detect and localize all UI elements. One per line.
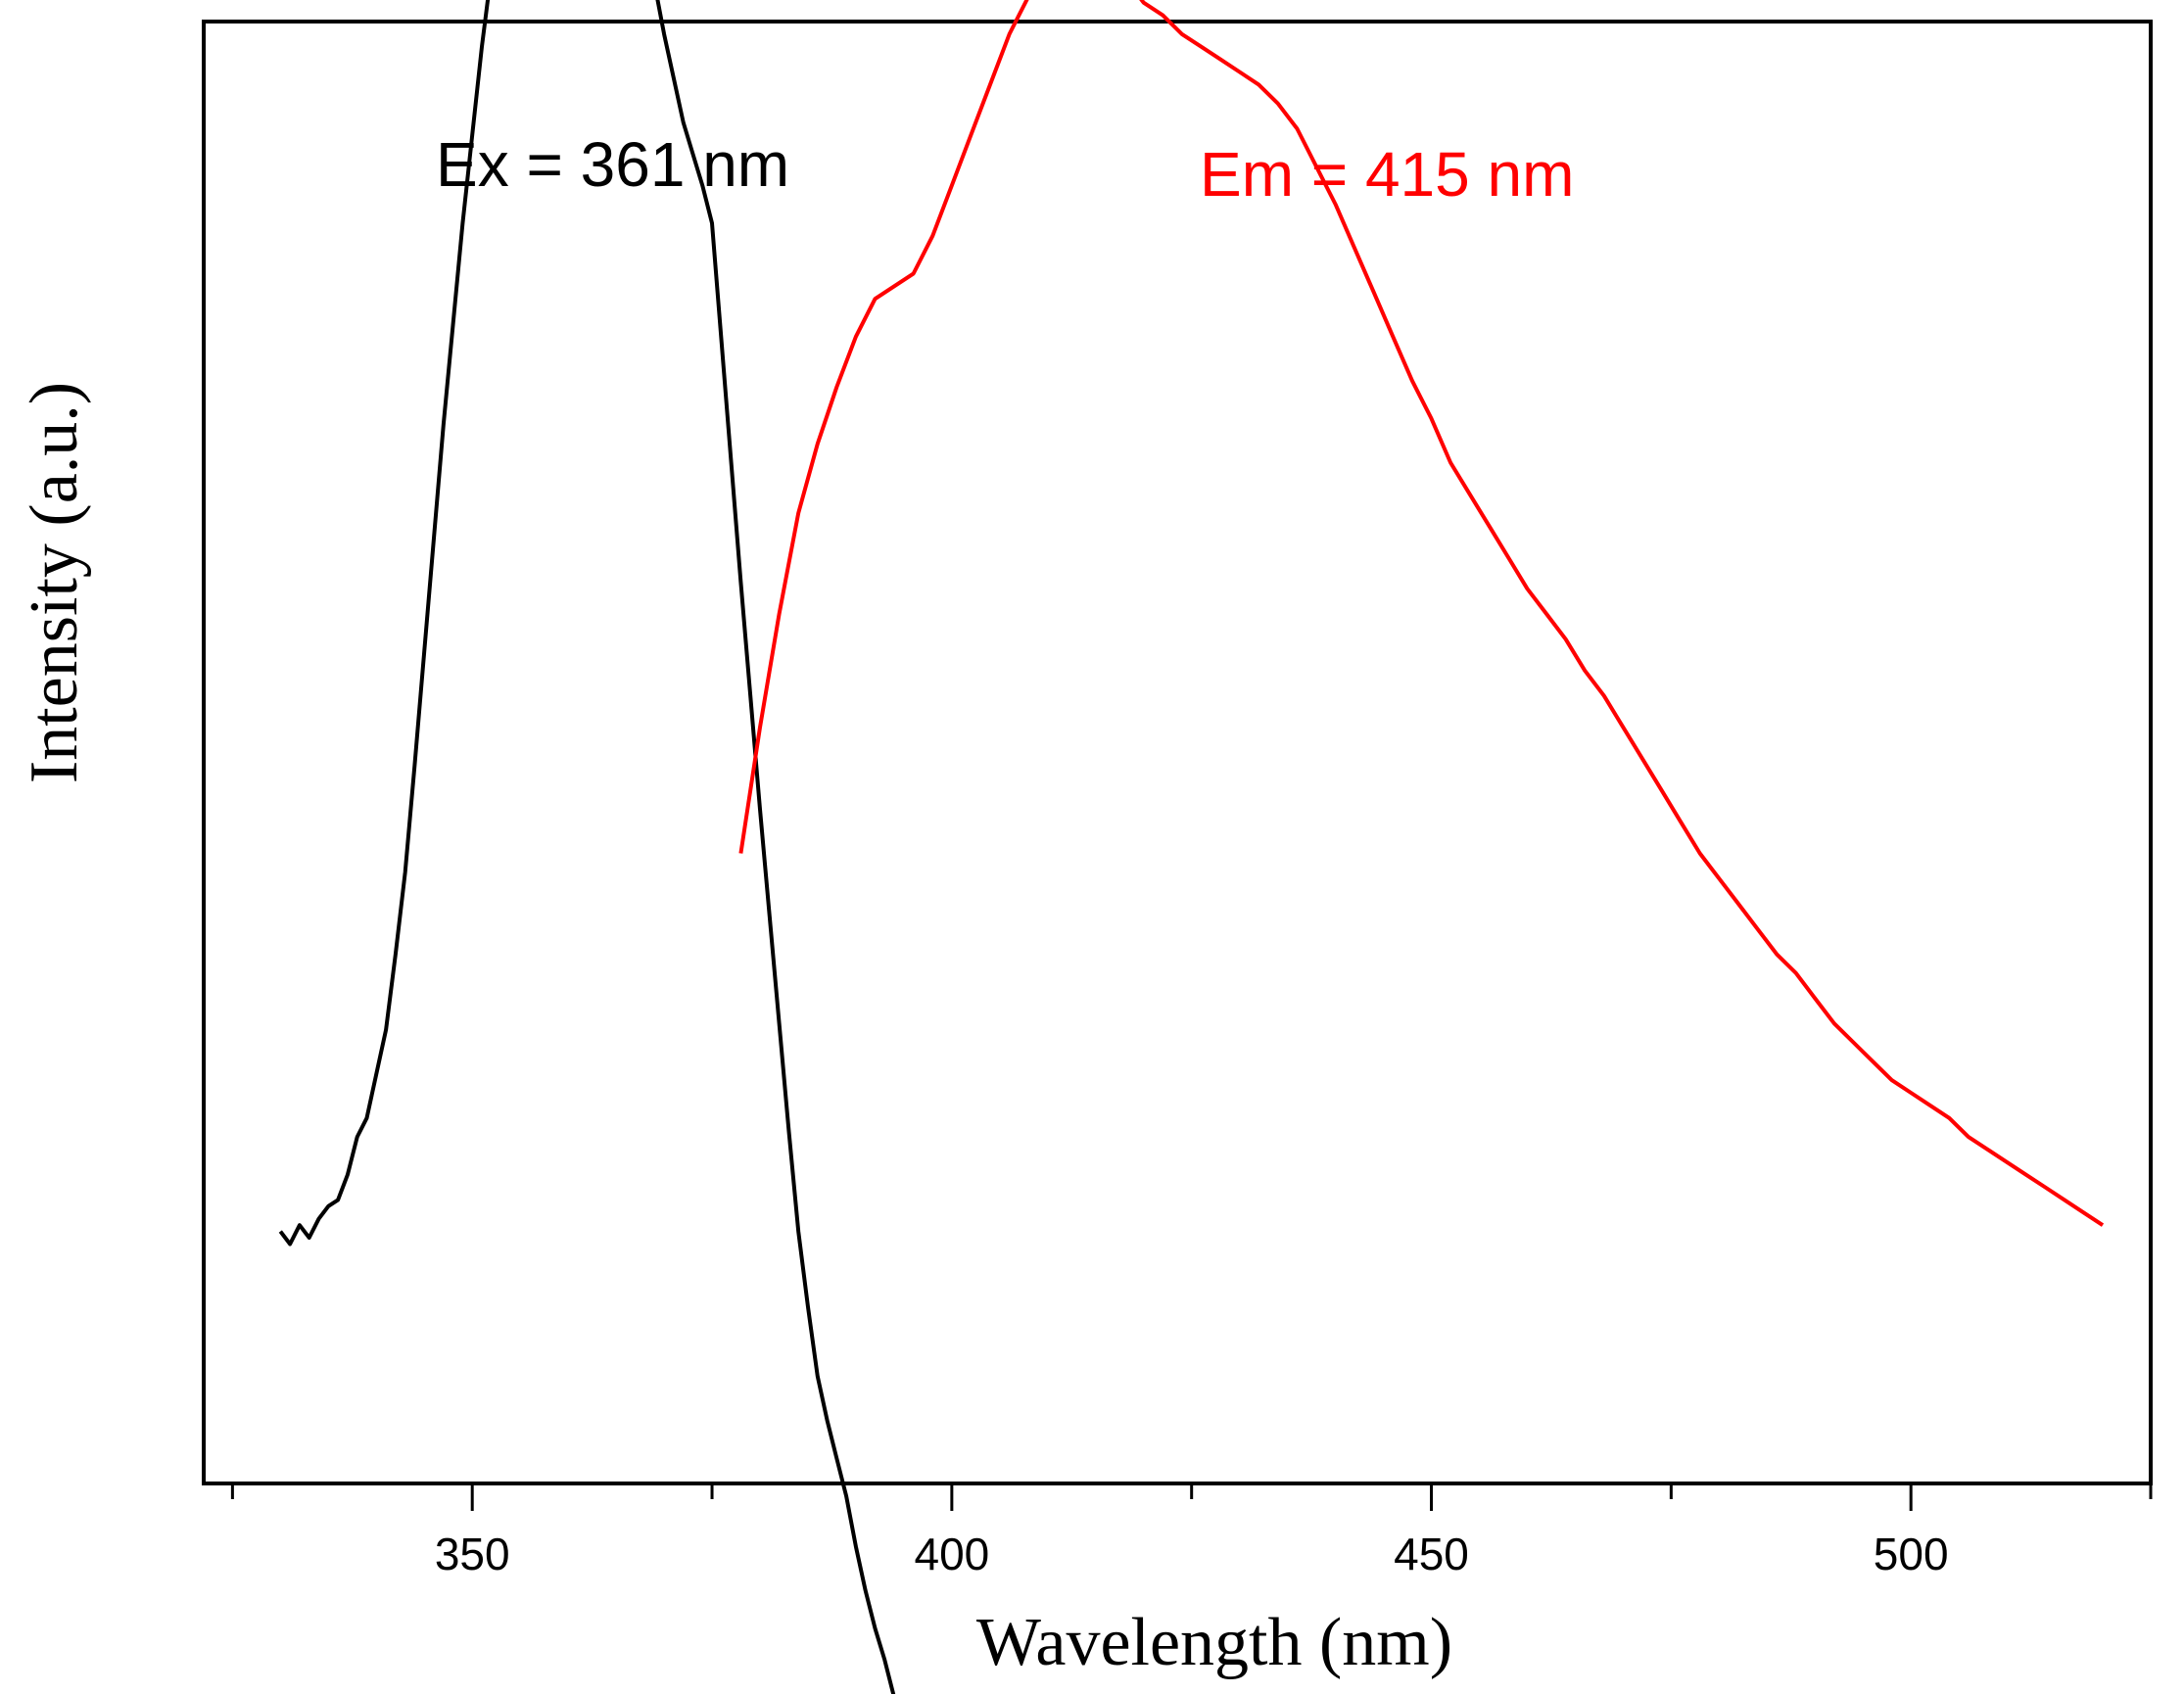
x-tick-label-450: 450 bbox=[1394, 1529, 1469, 1579]
x-tick-label-500: 500 bbox=[1874, 1529, 1949, 1579]
x-axis-title: Wavelength (nm) bbox=[976, 1605, 1452, 1680]
series-line-emission bbox=[738, 0, 2105, 1227]
x-major-ticks bbox=[470, 1483, 1913, 1511]
series-excitation bbox=[278, 0, 896, 1694]
series-line-excitation bbox=[278, 0, 896, 1694]
annotation-excitation: Ex = 361 nm bbox=[436, 129, 789, 200]
y-axis-title: Intensity (a.u.) bbox=[17, 382, 92, 783]
x-minor-ticks bbox=[230, 1483, 2153, 1499]
plot-frame bbox=[202, 20, 2153, 1485]
x-tick-labels: 350 400 450 500 bbox=[435, 1529, 1949, 1579]
series-layer bbox=[278, 0, 2105, 1694]
x-tick-label-350: 350 bbox=[435, 1529, 510, 1579]
x-tick-label-400: 400 bbox=[914, 1529, 989, 1579]
annotation-emission: Em = 415 nm bbox=[1200, 139, 1574, 210]
series-emission bbox=[738, 0, 2105, 1227]
